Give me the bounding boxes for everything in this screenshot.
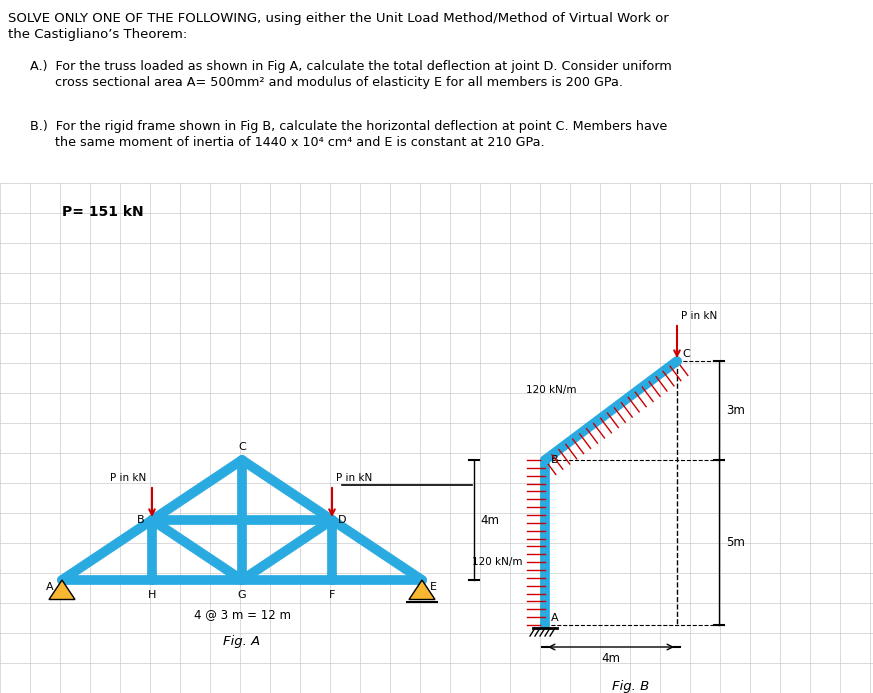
Text: 5m: 5m bbox=[726, 536, 745, 549]
Text: G: G bbox=[237, 590, 246, 600]
Text: the same moment of inertia of 1440 x 10⁴ cm⁴ and E is constant at 210 GPa.: the same moment of inertia of 1440 x 10⁴… bbox=[55, 136, 545, 149]
Text: cross sectional area A= 500mm² and modulus of elasticity E for all members is 20: cross sectional area A= 500mm² and modul… bbox=[55, 76, 623, 89]
Text: B: B bbox=[551, 455, 559, 465]
Text: 120 kN/m: 120 kN/m bbox=[472, 557, 523, 568]
Text: D: D bbox=[338, 515, 347, 525]
Polygon shape bbox=[49, 580, 75, 599]
Text: SOLVE ONLY ONE OF THE FOLLOWING, using either the Unit Load Method/Method of Vir: SOLVE ONLY ONE OF THE FOLLOWING, using e… bbox=[8, 12, 669, 25]
Polygon shape bbox=[409, 580, 435, 599]
Text: A: A bbox=[46, 582, 54, 592]
Text: A: A bbox=[551, 613, 559, 623]
Text: Fig. B: Fig. B bbox=[612, 680, 650, 693]
Text: P in kN: P in kN bbox=[336, 473, 372, 483]
Text: 4 @ 3 m = 12 m: 4 @ 3 m = 12 m bbox=[194, 608, 291, 621]
Text: F: F bbox=[329, 590, 335, 600]
Text: 3m: 3m bbox=[726, 404, 745, 417]
Text: 4m: 4m bbox=[601, 652, 621, 665]
Text: 120 kN/m: 120 kN/m bbox=[526, 385, 576, 396]
Text: P= 151 kN: P= 151 kN bbox=[62, 205, 144, 219]
Text: C: C bbox=[682, 349, 690, 359]
Text: E: E bbox=[430, 582, 437, 592]
Text: Fig. A: Fig. A bbox=[223, 635, 261, 648]
Text: B: B bbox=[136, 515, 144, 525]
Text: P in kN: P in kN bbox=[681, 311, 718, 321]
Text: B.)  For the rigid frame shown in Fig B, calculate the horizontal deflection at : B.) For the rigid frame shown in Fig B, … bbox=[30, 120, 667, 133]
Text: 4m: 4m bbox=[480, 514, 499, 527]
Text: H: H bbox=[148, 590, 156, 600]
Text: the Castigliano’s Theorem:: the Castigliano’s Theorem: bbox=[8, 28, 187, 41]
Text: A.)  For the truss loaded as shown in Fig A, calculate the total deflection at j: A.) For the truss loaded as shown in Fig… bbox=[30, 60, 671, 73]
Text: P in kN: P in kN bbox=[110, 473, 146, 483]
Text: C: C bbox=[238, 442, 246, 452]
